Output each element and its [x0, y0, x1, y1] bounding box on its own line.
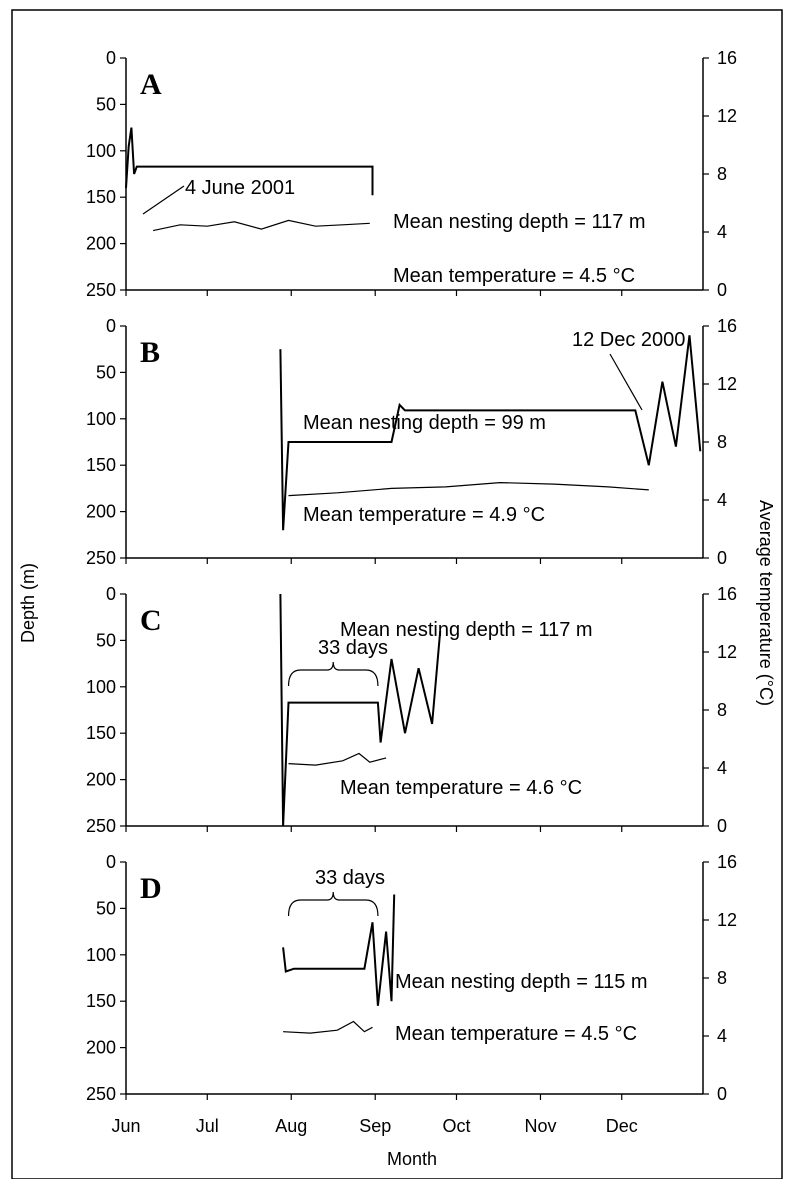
interval-label: 33 days [318, 637, 388, 659]
temp-tick-label: 4 [717, 222, 727, 242]
depth-tick-label: 150 [86, 187, 116, 207]
depth-tick-label: 100 [86, 141, 116, 161]
date-pointer-line [142, 185, 185, 215]
depth-tick-label: 200 [86, 770, 116, 790]
depth-tick-label: 50 [96, 630, 116, 650]
interval-label: 33 days [315, 867, 385, 889]
temp-tick-label: 8 [717, 968, 727, 988]
temp-tick-label: 0 [717, 548, 727, 568]
mean-temp-label: Mean temperature = 4.9 °C [303, 504, 545, 526]
depth-series-line [279, 593, 442, 827]
temp-tick-label: 4 [717, 1026, 727, 1046]
y-right-axis-title: Average temperature (°C) [756, 500, 776, 706]
x-axis-title: Month [387, 1149, 437, 1169]
month-label: Jul [196, 1116, 219, 1136]
month-label: Sep [359, 1116, 391, 1136]
temperature-series-line [152, 219, 370, 232]
depth-tick-label: 150 [86, 723, 116, 743]
depth-tick-label: 50 [96, 94, 116, 114]
depth-tick-label: 150 [86, 455, 116, 475]
temp-tick-label: 12 [717, 910, 737, 930]
month-label: Dec [606, 1116, 638, 1136]
month-labels: Jun Jul Aug Sep Oct Nov Dec [111, 1116, 637, 1136]
temp-tick-label: 4 [717, 490, 727, 510]
depth-tick-label: 150 [86, 991, 116, 1011]
temp-tick-label: 16 [717, 48, 737, 68]
interval-brace [287, 891, 379, 917]
temp-tick-label: 0 [717, 816, 727, 836]
panel-letter: C [140, 604, 162, 637]
panel-d: 0 50 100 150 200 250 0 4 8 12 16 D Mean nesting dept… [86, 852, 737, 1104]
mean-temp-label: Mean temperature = 4.6 °C [340, 777, 582, 799]
temp-tick-label: 16 [717, 584, 737, 604]
month-label: Nov [524, 1116, 556, 1136]
panel-b: 0 50 100 150 200 250 0 4 8 12 16 B Mean nesting dept… [86, 316, 737, 568]
depth-tick-label: 0 [106, 584, 116, 604]
figure-frame [11, 9, 783, 1179]
temperature-series-line [283, 1020, 373, 1034]
depth-tick-label: 250 [86, 1084, 116, 1104]
depth-tick-label: 250 [86, 280, 116, 300]
depth-tick-label: 100 [86, 945, 116, 965]
temp-tick-label: 0 [717, 280, 727, 300]
depth-tick-label: 200 [86, 502, 116, 522]
depth-tick-label: 200 [86, 1038, 116, 1058]
mean-depth-label: Mean nesting depth = 117 m [393, 211, 646, 233]
mean-depth-label: Mean nesting depth = 117 m [340, 619, 593, 641]
temp-tick-label: 16 [717, 316, 737, 336]
temperature-series-line [288, 481, 649, 497]
month-label: Oct [442, 1116, 470, 1136]
panel-a: 0 50 100 150 200 250 0 4 8 12 16 A Mean nesting dept… [86, 48, 737, 300]
depth-tick-label: 100 [86, 409, 116, 429]
date-annotation: 4 June 2001 [185, 177, 295, 199]
depth-tick-label: 100 [86, 677, 116, 697]
depth-tick-label: 50 [96, 362, 116, 382]
depth-tick-label: 0 [106, 48, 116, 68]
depth-tick-label: 50 [96, 898, 116, 918]
temp-tick-label: 8 [717, 700, 727, 720]
month-label: Aug [275, 1116, 307, 1136]
panel-letter: B [140, 336, 160, 369]
mean-depth-label: Mean nesting depth = 99 m [303, 412, 546, 434]
depth-tick-label: 200 [86, 234, 116, 254]
depth-series-line [125, 127, 374, 196]
panel-letter: A [140, 68, 162, 101]
temp-tick-label: 12 [717, 106, 737, 126]
depth-tick-label: 250 [86, 816, 116, 836]
mean-temp-label: Mean temperature = 4.5 °C [393, 265, 635, 287]
depth-tick-label: 0 [106, 852, 116, 872]
mean-temp-label: Mean temperature = 4.5 °C [395, 1023, 637, 1045]
panel-c: 0 50 100 150 200 250 0 4 8 12 16 C Mean nesting dept… [86, 584, 737, 836]
mean-depth-label: Mean nesting depth = 115 m [395, 971, 648, 993]
temperature-series-line [288, 752, 387, 766]
depth-tick-label: 250 [86, 548, 116, 568]
depth-tick-label: 0 [106, 316, 116, 336]
panel-letter: D [140, 872, 162, 905]
depth-series-line [279, 335, 702, 531]
depth-series-line [282, 894, 396, 1006]
temp-tick-label: 12 [717, 374, 737, 394]
date-annotation: 12 Dec 2000 [572, 329, 685, 351]
temp-tick-label: 8 [717, 432, 727, 452]
temp-tick-label: 16 [717, 852, 737, 872]
month-label: Jun [111, 1116, 140, 1136]
date-pointer-line [609, 353, 643, 411]
temp-tick-label: 4 [717, 758, 727, 778]
temp-tick-label: 8 [717, 164, 727, 184]
panels: 0 50 100 150 200 250 0 4 8 12 16 A Mean nesting dept… [86, 48, 737, 1104]
interval-brace [287, 661, 379, 687]
temp-tick-label: 12 [717, 642, 737, 662]
y-left-axis-title: Depth (m) [18, 563, 38, 643]
temp-tick-label: 0 [717, 1084, 727, 1104]
